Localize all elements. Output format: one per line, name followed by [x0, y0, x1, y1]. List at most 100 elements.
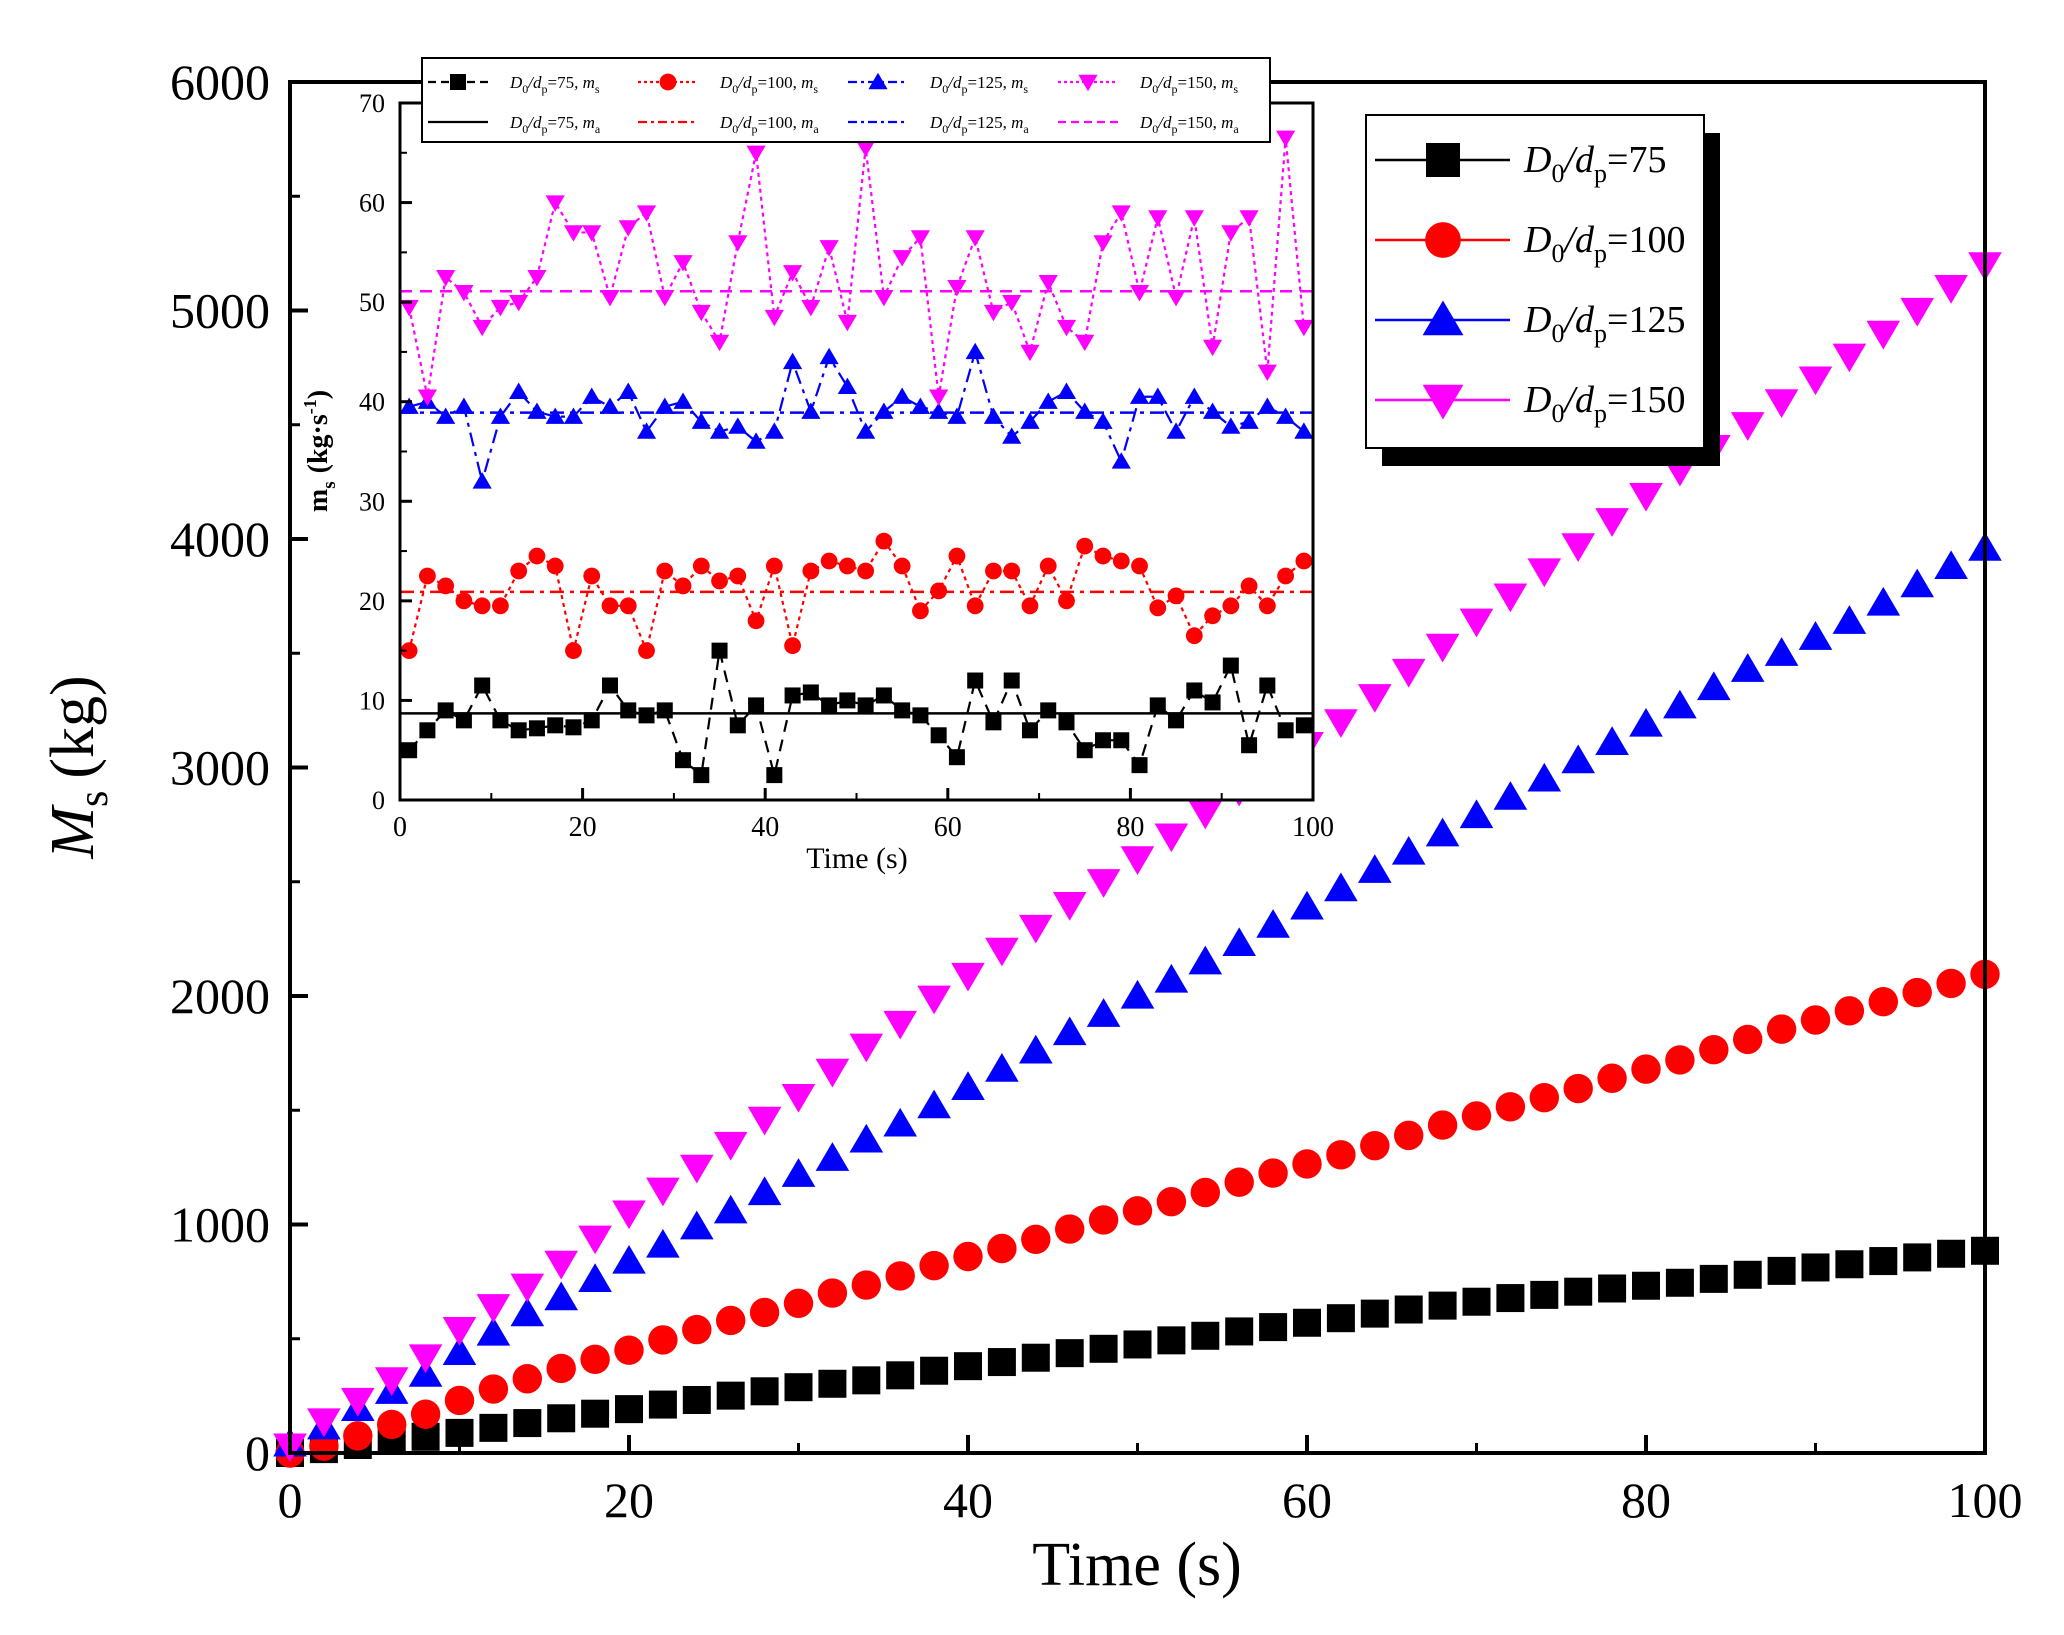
inset-point: [1184, 387, 1204, 404]
main-point: [1733, 1260, 1762, 1289]
inset-legend-label: D0/dp=125, ma: [929, 113, 1029, 136]
inset-x-tick-label: 100: [1292, 812, 1334, 843]
main-point: [1292, 1149, 1322, 1179]
inset-point: [711, 642, 728, 659]
inset-point: [1021, 597, 1039, 615]
inset-point: [784, 637, 801, 655]
inset-point: [912, 602, 929, 620]
main-point: [951, 1071, 985, 1100]
inset-point: [636, 422, 657, 439]
main-point: [612, 1244, 646, 1274]
inset-point: [638, 642, 655, 660]
main-point: [747, 1176, 782, 1206]
inset-legend: D0/dp=75, ms D0/dp=100, ms D0/dp=125, ms D0…: [421, 57, 1271, 143]
main-point: [1123, 1330, 1152, 1359]
main-point: [1191, 1321, 1220, 1350]
main-point: [1530, 1280, 1559, 1309]
main-point: [1665, 1268, 1694, 1297]
main-point: [883, 1107, 917, 1137]
inset-point: [656, 702, 673, 719]
main-x-tick-label: 80: [1621, 1472, 1671, 1528]
main-point: [749, 1297, 780, 1328]
inset-point: [1167, 587, 1185, 605]
inset-point: [655, 397, 675, 414]
main-point: [1019, 1034, 1053, 1064]
main-point: [1527, 558, 1562, 588]
main-point: [1934, 275, 1968, 304]
inset-point: [985, 714, 1002, 731]
main-legend-label: D0/dp=150: [1523, 379, 1685, 428]
inset-point: [947, 280, 967, 297]
inset-point: [1021, 722, 1038, 739]
main-point: [510, 1273, 545, 1303]
inset-point: [1094, 547, 1112, 565]
inset-x-tick-label: 40: [751, 812, 779, 843]
main-point: [953, 1241, 983, 1272]
main-point: [1021, 1343, 1050, 1372]
main-point: [886, 1361, 915, 1390]
main-point: [783, 1288, 814, 1319]
main-point: [1629, 482, 1663, 512]
main-point: [919, 1250, 949, 1281]
main-point: [1631, 1054, 1661, 1084]
main-point: [1699, 1264, 1728, 1293]
main-point: [1632, 1271, 1660, 1300]
main-point: [1428, 1291, 1457, 1320]
inset-point: [1111, 452, 1131, 469]
inset-point: [601, 597, 619, 615]
main-legend-marker: [1422, 384, 1464, 420]
inset-point: [1113, 732, 1130, 749]
inset-plot-background: [400, 103, 1313, 800]
inset-point: [1003, 672, 1020, 689]
main-point: [1086, 998, 1121, 1027]
inset-point: [748, 697, 765, 714]
main-point: [578, 1263, 612, 1292]
main-point: [1798, 621, 1833, 650]
main-point: [747, 1106, 782, 1136]
inset-point: [1075, 402, 1095, 419]
main-point: [1190, 1177, 1221, 1208]
inset-point: [1058, 714, 1075, 731]
main-point: [1154, 823, 1189, 853]
inset-point: [1056, 382, 1077, 399]
inset-point: [1221, 417, 1241, 434]
main-point: [445, 1418, 474, 1447]
inset-point: [527, 402, 547, 419]
inset-point: [875, 532, 893, 550]
inset-legend-marker: [868, 72, 888, 90]
main-point: [883, 1010, 917, 1040]
inset-point: [583, 567, 601, 585]
inset-point: [983, 407, 1004, 424]
inset-point: [784, 687, 801, 704]
inset-point: [399, 397, 419, 414]
inset-series-line: [408, 650, 1305, 778]
main-point: [1764, 637, 1799, 666]
main-point: [544, 1281, 578, 1311]
inset-point: [930, 727, 947, 744]
inset-series-line: [408, 539, 1305, 655]
inset-point: [655, 289, 675, 307]
inset-point: [638, 707, 655, 724]
inset-point: [912, 707, 929, 724]
main-point: [612, 1200, 646, 1230]
inset-point: [782, 265, 803, 282]
main-point: [1459, 799, 1494, 829]
inset-point: [546, 557, 564, 575]
main-point: [1358, 854, 1392, 883]
inset-point: [419, 722, 436, 739]
main-point: [513, 1409, 542, 1438]
main-point: [1798, 366, 1833, 396]
main-point: [1188, 800, 1223, 830]
inset-point: [820, 552, 838, 570]
main-point: [920, 1356, 949, 1385]
main-point: [476, 1316, 511, 1346]
main-y-tick-label: 5000: [170, 283, 270, 339]
svg-text:Ms(kg): Ms (kg): [39, 675, 117, 859]
main-point: [987, 1348, 1016, 1377]
inset-point: [656, 562, 674, 580]
inset-point: [600, 289, 620, 307]
main-y-axis-label-var: M: [39, 804, 107, 860]
inset-point: [454, 397, 474, 414]
inset-point: [894, 702, 911, 719]
